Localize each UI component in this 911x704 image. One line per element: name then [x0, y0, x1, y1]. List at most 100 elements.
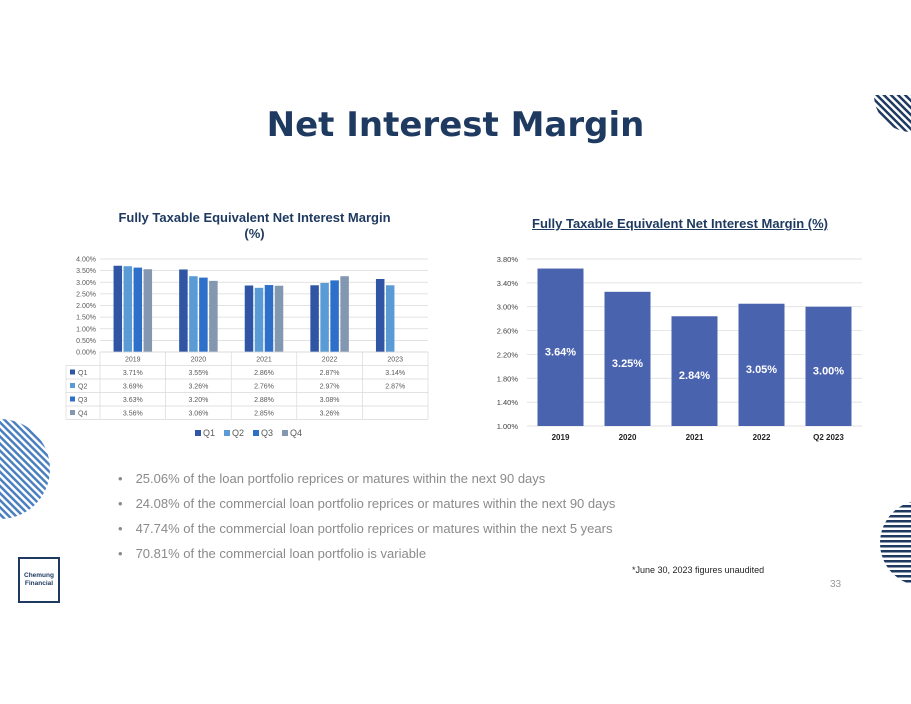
y-tick-label: 3.80% [497, 255, 519, 264]
table-cell: 3.56% [123, 411, 143, 418]
x-tick-label: 2022 [753, 433, 771, 442]
chart1-title: Fully Taxable Equivalent Net Interest Ma… [118, 210, 391, 241]
quarterly-nim-chart: 0.00% 0.50% 1.00% 1.50% 2.00% 2.50% 3.00% 3.50%… [65, 257, 429, 438]
table-cell: 3.06% [188, 411, 208, 418]
table-series-label: Q1 [78, 370, 87, 377]
bar-q1 [244, 285, 254, 352]
x-tick-label: 2021 [256, 357, 272, 364]
bullet-list: 25.06% of the loan portfolio reprices or… [118, 468, 616, 568]
bar-q2 [123, 266, 133, 352]
data-label: 3.05% [746, 364, 777, 376]
table-cell: 3.14% [385, 370, 405, 377]
table-cell: 3.20% [188, 397, 208, 404]
y-tick-label: 1.40% [497, 398, 519, 407]
table-cell: 2.85% [254, 411, 274, 418]
bar-q2 [385, 285, 395, 352]
table-series-label: Q3 [78, 397, 87, 404]
bar [537, 268, 584, 426]
table-cell: 3.08% [320, 397, 340, 404]
chart2-title: Fully Taxable Equivalent Net Interest Ma… [532, 216, 828, 231]
y-tick-label: 3.00% [497, 303, 519, 312]
table-cell: 2.97% [320, 384, 340, 391]
table-legend-swatch [70, 410, 75, 415]
legend-swatch [253, 430, 259, 436]
legend-swatch [282, 430, 288, 436]
y-tick-label: 3.40% [497, 279, 519, 288]
decorative-stripe-circle-left [0, 419, 50, 519]
x-tick-label: 2021 [686, 433, 704, 442]
company-logo: Chemung Financial [18, 557, 60, 603]
table-cell: 3.63% [123, 397, 143, 404]
bar-q3 [133, 267, 143, 352]
legend-label: Q1 [203, 428, 215, 438]
x-tick-label: 2022 [322, 357, 338, 364]
y-tick-label: 0.50% [76, 338, 96, 345]
bar-q2 [254, 287, 264, 352]
y-tick-label: 2.00% [76, 303, 96, 310]
legend-swatch [224, 430, 230, 436]
page-number: 33 [830, 579, 842, 590]
table-cell: 2.88% [254, 397, 274, 404]
table-legend-swatch [70, 369, 75, 375]
table-cell: 3.71% [123, 370, 143, 377]
bar-q3 [199, 277, 208, 352]
bar-q1 [310, 285, 319, 352]
bar-q2 [189, 276, 198, 352]
bar-q1 [375, 278, 385, 352]
bar [604, 291, 651, 426]
y-tick-label: 1.80% [497, 374, 519, 383]
data-label: 3.00% [813, 365, 844, 377]
bar-q4 [340, 276, 349, 352]
table-cell: 2.87% [320, 370, 340, 377]
bullet-item: 70.81% of the commercial loan portfolio … [118, 543, 615, 568]
y-tick-label: 2.60% [497, 327, 519, 336]
legend-label: Q3 [261, 428, 273, 438]
x-tick-label: 2020 [191, 357, 207, 364]
table-cell: 2.86% [254, 370, 274, 377]
data-label: 2.84% [679, 370, 710, 382]
decorative-stripe-circle-top-right [874, 95, 911, 132]
y-tick-label: 1.00% [497, 422, 519, 431]
y-tick-label: 1.50% [76, 315, 96, 322]
bullet-item: 24.08% of the commercial loan portfolio … [118, 493, 616, 518]
bar-q4 [209, 280, 218, 352]
bar-q4 [274, 285, 284, 352]
table-series-label: Q4 [78, 411, 87, 418]
logo-text: Chemung Financial [24, 572, 54, 587]
bar-q1 [179, 269, 188, 352]
y-tick-label: 4.00% [76, 257, 96, 264]
bar-q1 [113, 265, 123, 352]
bullet-item: 25.06% of the loan portfolio reprices or… [118, 468, 615, 493]
bar [738, 303, 785, 426]
bar [671, 316, 718, 426]
footnote: *June 30, 2023 figures unaudited [632, 565, 765, 575]
data-label: 3.25% [612, 358, 643, 370]
table-cell: 2.87% [385, 384, 405, 391]
table-cell: 3.26% [188, 384, 208, 391]
table-legend-swatch [70, 396, 75, 402]
bar-q3 [264, 285, 274, 352]
x-tick-label: 2019 [552, 433, 570, 442]
y-tick-label: 2.20% [497, 350, 519, 359]
table-cell: 2.76% [254, 384, 274, 391]
y-tick-label: 1.00% [76, 326, 96, 333]
y-tick-label: 3.00% [76, 280, 96, 287]
legend-swatch [195, 430, 201, 436]
decorative-stripe-circle-right [880, 500, 911, 586]
x-tick-label: Q2 2023 [813, 433, 844, 442]
table-series-label: Q2 [78, 384, 87, 391]
y-tick-label: 0.00% [76, 350, 96, 357]
y-tick-label: 2.50% [76, 291, 96, 298]
data-label: 3.64% [545, 346, 576, 358]
bar-q4 [143, 269, 153, 352]
bullet-item: 47.74% of the commercial loan portfolio … [118, 518, 615, 543]
legend-label: Q2 [232, 428, 244, 438]
bar-q3 [330, 280, 339, 352]
bar-q2 [320, 282, 329, 352]
legend-label: Q4 [290, 428, 302, 438]
page-title: Net Interest Margin [266, 105, 645, 145]
table-cell: 3.26% [320, 411, 340, 418]
bar [805, 306, 852, 426]
x-tick-label: 2019 [125, 357, 141, 364]
table-cell: 3.69% [123, 384, 143, 391]
